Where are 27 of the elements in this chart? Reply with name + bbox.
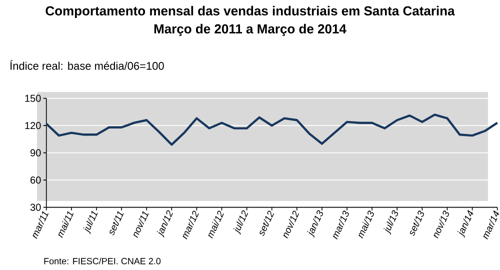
x-tick-label: jul/11 <box>83 210 98 234</box>
y-tick-label: 90 <box>30 149 41 156</box>
x-tick-label: jan/12 <box>156 210 173 238</box>
x-tick-label: mar/11 <box>32 211 49 239</box>
x-tick-label: mar/14 <box>483 210 500 240</box>
x-tick-label: jul/13 <box>384 210 398 235</box>
x-tick-label: mar/13 <box>333 210 349 240</box>
x-tick-label: jul/12 <box>233 210 248 235</box>
y-tick-label: 150 <box>25 94 41 102</box>
x-tick-label: jan/13 <box>307 210 323 238</box>
x-tick-label: nov/13 <box>434 210 449 239</box>
y-tick-label: 30 <box>30 204 41 211</box>
y-axis-title: Índice real: base média/06=100 <box>10 60 164 70</box>
x-tick-label: jan/14 <box>457 210 474 238</box>
x-tick-label: nov/12 <box>283 210 300 239</box>
x-tick-label: mai/13 <box>358 210 374 239</box>
x-tick-label: nov/11 <box>133 211 149 238</box>
x-tick-label: set/13 <box>410 210 424 236</box>
y-tick-label: 60 <box>30 176 41 184</box>
chart-subtitle: Março de 2011 a Março de 2014 <box>154 24 346 36</box>
x-tick-label: mai/11 <box>58 211 74 238</box>
x-tick-label: mai/12 <box>208 210 224 239</box>
chart-title: Comportamento mensal das vendas industriais em Santa Catarina <box>46 6 455 18</box>
x-tick-label: set/11 <box>110 211 124 236</box>
x-tick-label: set/12 <box>260 210 274 236</box>
source-note: Fonte: FIESC/PEI. CNAE 2.0 <box>44 258 161 264</box>
y-tick-label: 120 <box>25 122 41 130</box>
